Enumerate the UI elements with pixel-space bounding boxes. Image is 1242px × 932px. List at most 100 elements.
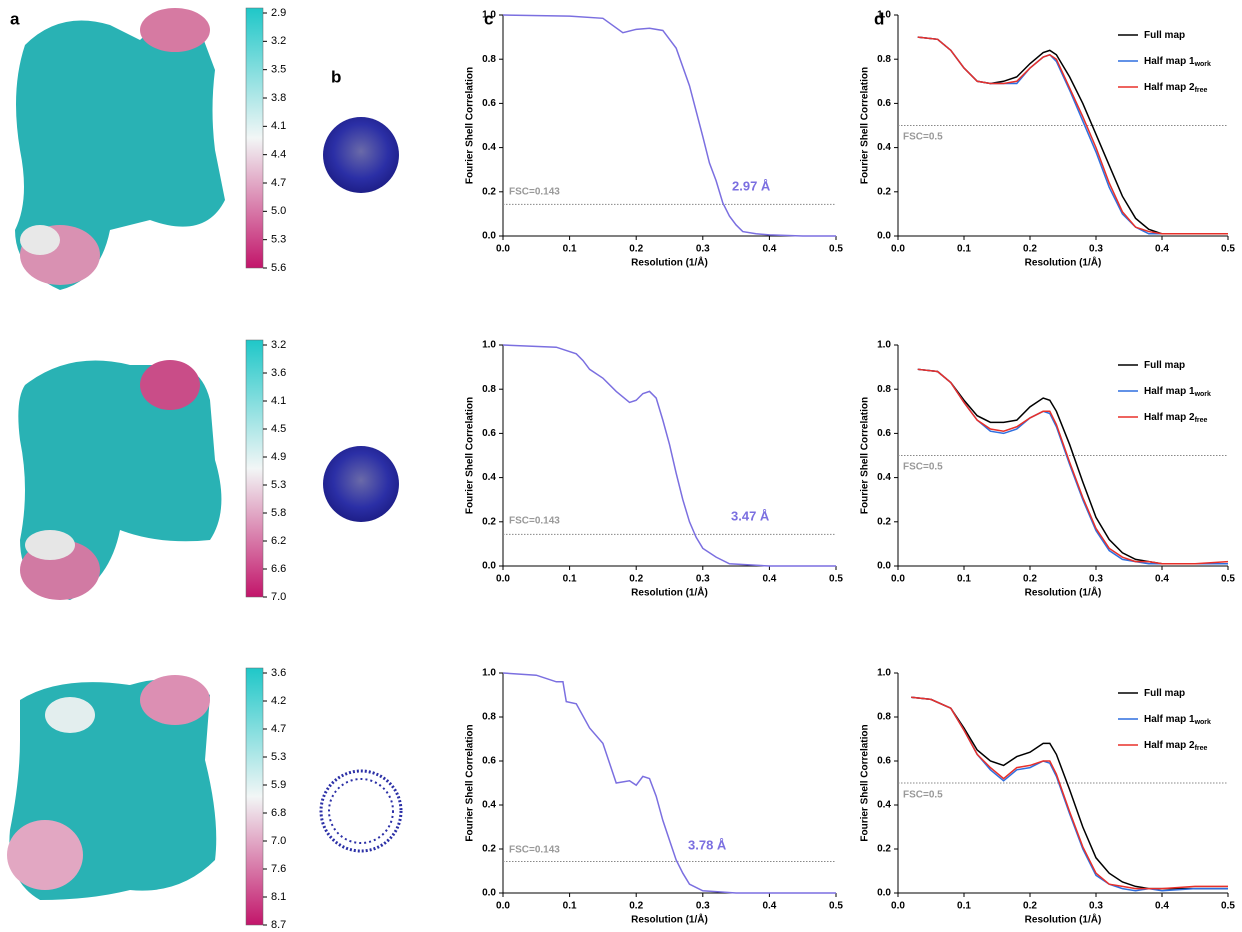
- legend-label: Full map: [1144, 30, 1185, 41]
- y-tick-label: 0.2: [877, 186, 891, 197]
- x-tick-label: 0.3: [696, 244, 710, 255]
- y-tick-label: 0.4: [877, 472, 891, 483]
- y-tick-label: 0.0: [482, 888, 496, 899]
- threshold-label: FSC=0.5: [903, 790, 943, 801]
- colorbar-label: 4.7: [271, 723, 286, 735]
- legend-name: Half map 2: [1144, 412, 1195, 423]
- fsc-curve: [911, 696, 1228, 890]
- y-axis-label: Fourier Shell Correlation: [860, 67, 871, 184]
- x-tick-label: 0.1: [957, 244, 971, 255]
- y-tick-label: 0.4: [482, 472, 496, 483]
- x-tick-label: 0.5: [829, 574, 843, 585]
- y-tick-label: 0.2: [482, 516, 496, 527]
- colorbar-label: 4.9: [271, 451, 286, 463]
- x-tick-label: 0.5: [1221, 901, 1235, 912]
- y-axis-label: Fourier Shell Correlation: [465, 67, 476, 184]
- x-axis-label: Resolution (1/Å): [1025, 256, 1102, 269]
- threshold-label: FSC=0.143: [509, 845, 560, 856]
- y-tick-label: 0.2: [877, 516, 891, 527]
- x-tick-label: 0.4: [762, 244, 776, 255]
- threshold-label: FSC=0.143: [509, 187, 560, 198]
- y-tick-label: 0.6: [482, 428, 496, 439]
- colorbar-label: 8.7: [271, 919, 286, 931]
- y-tick-label: 0.6: [877, 428, 891, 439]
- y-tick-label: 0.0: [482, 561, 496, 572]
- angular-distribution: [319, 769, 403, 853]
- x-axis-label: Resolution (1/Å): [631, 913, 708, 926]
- x-tick-label: 0.1: [563, 574, 577, 585]
- colorbar-label: 6.2: [271, 535, 286, 547]
- density-map: [15, 8, 225, 290]
- colorbar-label: 5.9: [271, 779, 286, 791]
- y-tick-label: 1.0: [877, 340, 891, 351]
- x-tick-label: 0.2: [629, 244, 643, 255]
- legend-subscript: free: [1195, 745, 1208, 752]
- panel-label: a: [10, 9, 20, 28]
- x-tick-label: 0.3: [1089, 574, 1103, 585]
- x-tick-label: 0.5: [829, 244, 843, 255]
- colorbar-label: 6.6: [271, 563, 286, 575]
- x-tick-label: 0.4: [1155, 574, 1169, 585]
- legend-label: Half map 1work: [1144, 56, 1211, 68]
- fsc-curve: [502, 344, 836, 567]
- x-tick-label: 0.1: [957, 901, 971, 912]
- y-tick-label: 0.8: [482, 54, 496, 65]
- colorbar-label: 5.3: [271, 479, 286, 491]
- colorbar: [245, 339, 264, 598]
- resolution-label: 3.78 Å: [688, 837, 727, 852]
- y-tick-label: 0.4: [482, 800, 496, 811]
- colorbar: [245, 7, 264, 269]
- threshold-label: FSC=0.5: [903, 132, 943, 143]
- legend-name: Half map 1: [1144, 56, 1195, 67]
- y-tick-label: 0.0: [877, 561, 891, 572]
- colorbar-label: 4.1: [271, 395, 286, 407]
- fsc-curve: [917, 368, 1228, 565]
- colorbar-label: 5.3: [271, 751, 286, 763]
- x-tick-label: 0.4: [1155, 244, 1169, 255]
- x-tick-label: 0.3: [696, 901, 710, 912]
- x-tick-label: 0.2: [1023, 574, 1037, 585]
- x-tick-label: 0.5: [1221, 574, 1235, 585]
- y-tick-label: 0.4: [482, 142, 496, 153]
- colorbar-label: 3.5: [271, 64, 286, 76]
- y-tick-label: 0.2: [482, 186, 496, 197]
- x-tick-label: 0.0: [496, 244, 510, 255]
- legend-subscript: work: [1194, 719, 1211, 726]
- legend-subscript: work: [1194, 61, 1211, 68]
- colorbar-label: 6.8: [271, 807, 286, 819]
- y-tick-label: 0.6: [877, 756, 891, 767]
- y-tick-label: 1.0: [482, 668, 496, 679]
- x-tick-label: 0.5: [829, 901, 843, 912]
- y-tick-label: 0.6: [482, 756, 496, 767]
- panel-label: c: [484, 9, 493, 28]
- y-axis-label: Fourier Shell Correlation: [860, 724, 871, 841]
- y-tick-label: 0.8: [877, 384, 891, 395]
- x-tick-label: 0.0: [891, 901, 905, 912]
- resolution-label: 3.47 Å: [731, 508, 770, 523]
- x-tick-label: 0.2: [1023, 244, 1037, 255]
- x-tick-label: 0.2: [1023, 901, 1037, 912]
- colorbar-label: 7.6: [271, 863, 286, 875]
- x-tick-label: 0.2: [629, 574, 643, 585]
- legend-label: Half map 2free: [1144, 82, 1208, 94]
- legend-label: Full map: [1144, 688, 1185, 699]
- y-tick-label: 0.8: [877, 54, 891, 65]
- legend-subscript: free: [1195, 417, 1208, 424]
- colorbar-label: 5.3: [271, 234, 286, 246]
- angular-distribution: [328, 778, 394, 844]
- angular-distribution: [323, 446, 399, 522]
- legend-label: Half map 2free: [1144, 412, 1208, 424]
- x-tick-label: 0.2: [629, 901, 643, 912]
- colorbar: [245, 667, 264, 926]
- colorbar-label: 4.1: [271, 120, 286, 132]
- colorbar-label: 8.1: [271, 891, 286, 903]
- y-tick-label: 0.6: [482, 98, 496, 109]
- density-map: [7, 675, 217, 900]
- legend-name: Half map 2: [1144, 740, 1195, 751]
- legend-name: Half map 1: [1144, 386, 1195, 397]
- x-tick-label: 0.4: [762, 574, 776, 585]
- legend-name: Full map: [1144, 30, 1185, 41]
- legend-name: Half map 2: [1144, 82, 1195, 93]
- colorbar-label: 3.6: [271, 367, 286, 379]
- legend-name: Full map: [1144, 360, 1185, 371]
